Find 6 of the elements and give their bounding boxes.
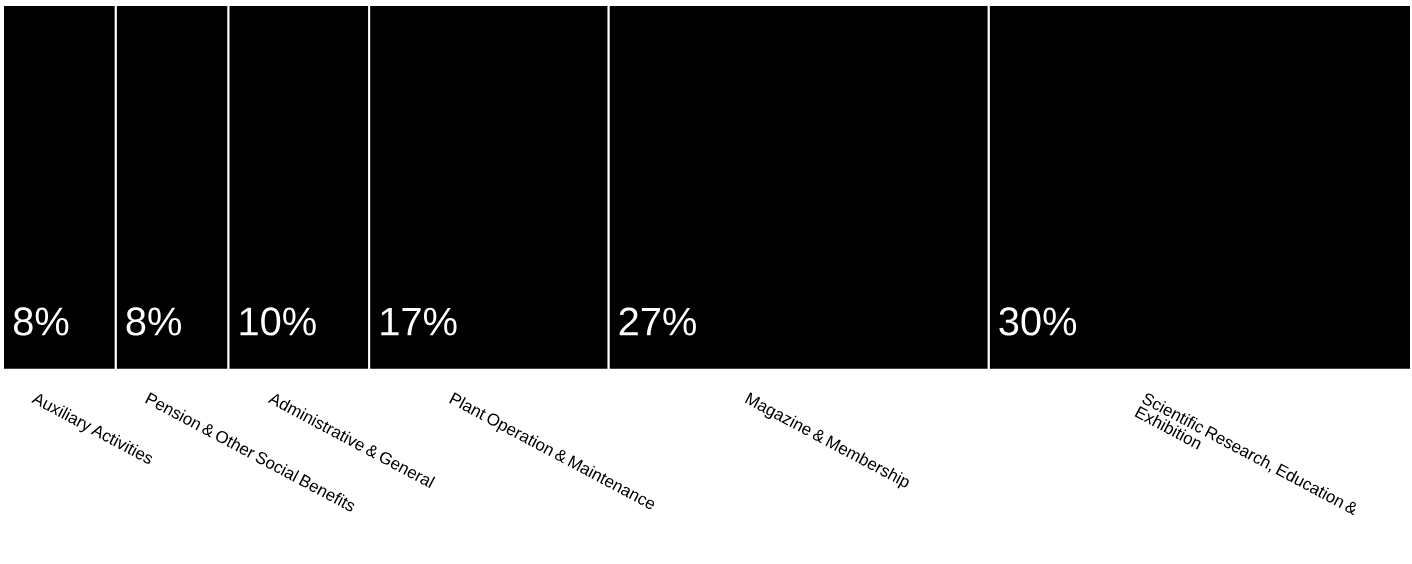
- data-label: 27%: [619, 307, 696, 336]
- data-label: 8%: [13, 307, 69, 336]
- data-label: 17%: [381, 307, 457, 336]
- data-label: 30%: [999, 307, 1077, 336]
- data-label: 8%: [126, 307, 181, 336]
- data-label: 10%: [240, 307, 316, 336]
